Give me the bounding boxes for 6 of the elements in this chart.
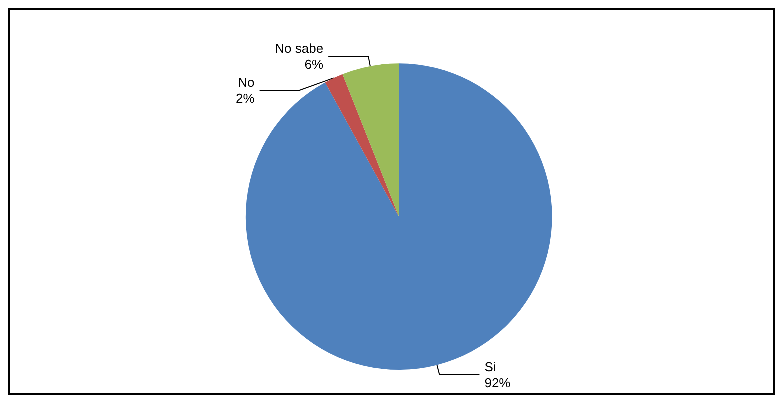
data-label: 6% bbox=[304, 57, 324, 72]
slice-label: Si bbox=[484, 359, 496, 374]
slice-label: No bbox=[238, 75, 255, 90]
data-label: 2% bbox=[236, 91, 256, 106]
data-label: 92% bbox=[484, 375, 512, 390]
slice-label: No sabe bbox=[275, 41, 324, 56]
